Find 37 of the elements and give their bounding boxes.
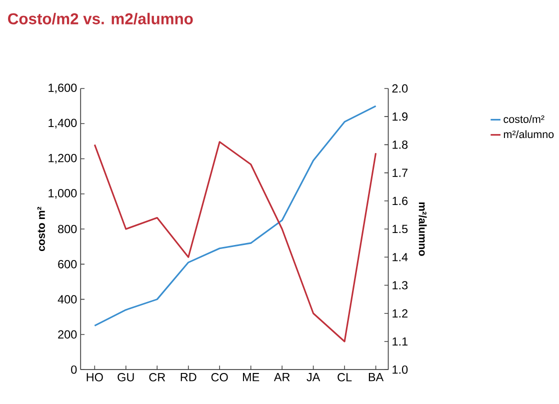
y-tick-label: 800	[58, 224, 77, 234]
chart-title: Costo/m2 vs. m2/alumno	[8, 12, 193, 24]
y2-axis-title: m²/alumno	[418, 202, 427, 256]
y2-tick-label: 1.5	[392, 224, 408, 234]
y-tick-label: 600	[58, 260, 77, 268]
x-tick-label: AR	[274, 373, 290, 382]
y2-tick-label: 1.8	[392, 140, 408, 149]
x-tick-label: CR	[149, 373, 166, 382]
x-tick-label: JA	[306, 373, 320, 382]
y2-tick-label: 1.1	[392, 337, 408, 346]
x-tick-label: CO	[211, 373, 228, 382]
legend-label: costo/m²	[504, 115, 544, 123]
y2-tick-label: 1.9	[392, 112, 408, 121]
legend-label: m²/alumno	[504, 130, 554, 138]
y-axis-title: costo m²	[37, 206, 45, 252]
x-tick-label: CL	[338, 373, 352, 382]
x-tick-label: HO	[86, 373, 103, 382]
y-tick-label: 1,600	[48, 84, 77, 94]
y-tick-label: 1,000	[48, 189, 77, 199]
x-tick-label: RD	[180, 373, 196, 382]
y-tick-label: 1,200	[48, 154, 77, 164]
y2-tick-label: 1.7	[392, 168, 408, 177]
y-tick-label: 1,400	[48, 118, 77, 128]
line-series	[94, 105, 377, 326]
y-tick-label: 400	[58, 295, 77, 304]
y2-tick-label: 1.4	[392, 253, 408, 262]
line-series	[94, 141, 377, 342]
x-tick-label: GU	[118, 373, 134, 382]
y-tick-label: 0	[71, 365, 77, 374]
y2-tick-label: 1.6	[392, 196, 408, 206]
y2-tick-label: 1.3	[392, 281, 408, 290]
y-tick-label: 200	[58, 330, 77, 339]
y2-tick-label: 2.0	[392, 84, 408, 93]
x-tick-label: ME	[242, 373, 260, 382]
y2-tick-label: 1.2	[392, 309, 408, 318]
y2-tick-label: 1.0	[392, 365, 408, 374]
x-tick-label: BA	[368, 373, 384, 382]
